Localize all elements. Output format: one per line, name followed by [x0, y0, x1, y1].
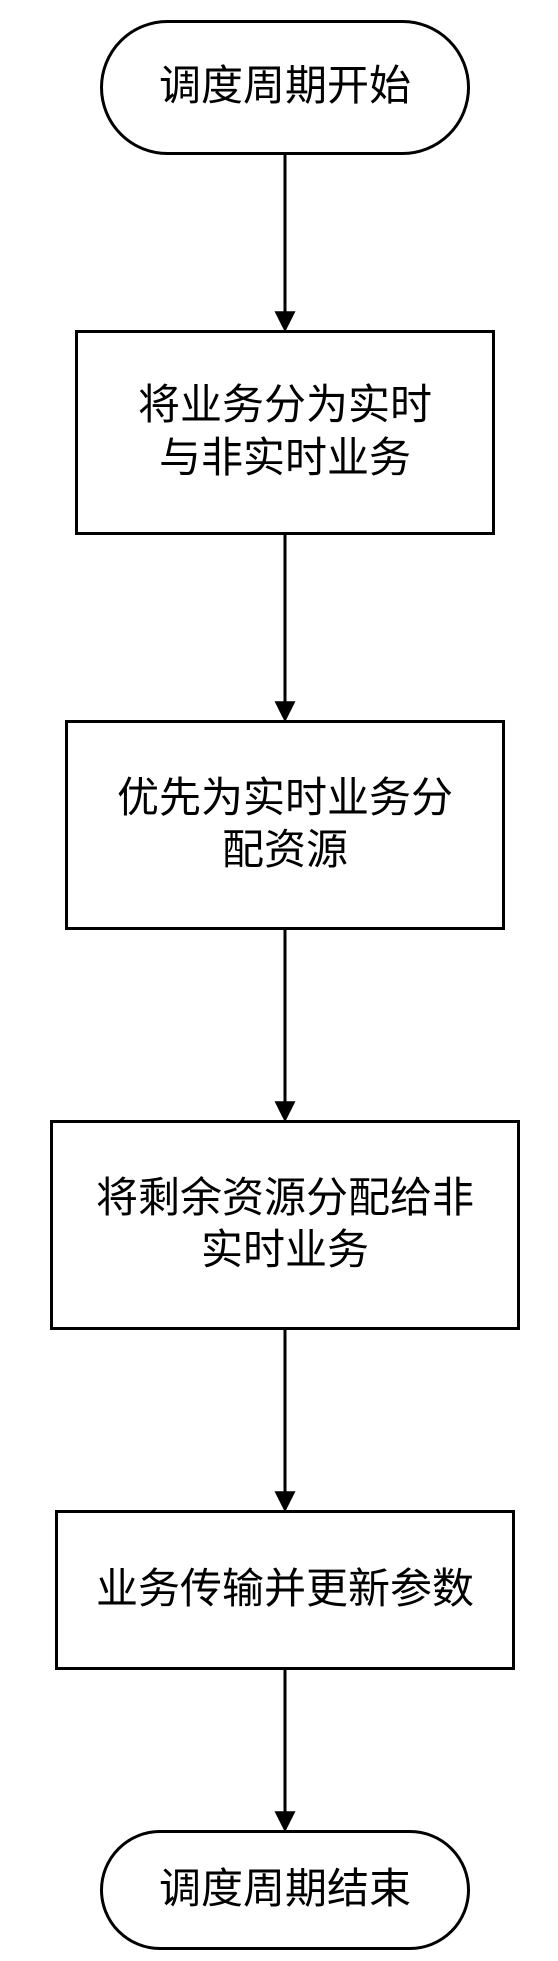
node-step3-label: 将剩余资源分配给非 实时业务 — [96, 1173, 474, 1278]
node-step2-label: 优先为实时业务分 配资源 — [117, 773, 453, 878]
node-step4: 业务传输并更新参数 — [55, 1510, 515, 1670]
node-step1: 将业务分为实时 与非实时业务 — [75, 330, 495, 535]
node-start-label: 调度周期开始 — [159, 61, 411, 114]
node-step3: 将剩余资源分配给非 实时业务 — [50, 1120, 520, 1330]
node-step2: 优先为实时业务分 配资源 — [65, 720, 505, 930]
node-end: 调度周期结束 — [100, 1830, 470, 1950]
node-step1-label: 将业务分为实时 与非实时业务 — [138, 380, 432, 485]
node-step4-label: 业务传输并更新参数 — [96, 1564, 474, 1617]
node-start: 调度周期开始 — [100, 20, 470, 155]
node-end-label: 调度周期结束 — [159, 1864, 411, 1917]
flowchart-container: 调度周期开始 将业务分为实时 与非实时业务 优先为实时业务分 配资源 将剩余资源… — [0, 0, 558, 1961]
